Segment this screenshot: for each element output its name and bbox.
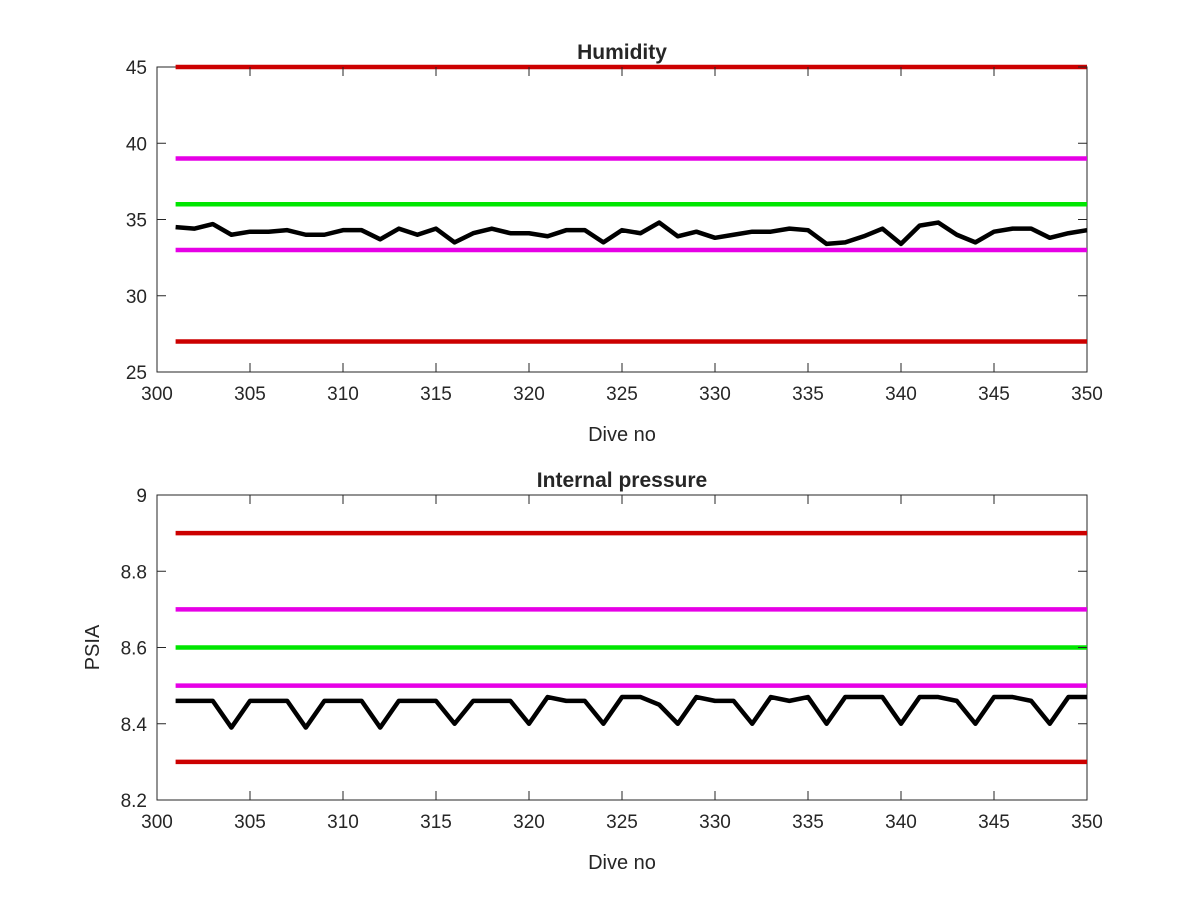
y-tick-label: 35 bbox=[126, 211, 147, 232]
x-tick-label: 330 bbox=[699, 384, 731, 405]
y-tick-label: 25 bbox=[126, 363, 147, 384]
axes-box bbox=[156, 66, 1088, 373]
x-tick-label: 320 bbox=[513, 812, 545, 833]
x-tick-label: 315 bbox=[420, 384, 452, 405]
x-tick-label: 325 bbox=[606, 812, 638, 833]
y-tick-label: 8.4 bbox=[121, 715, 148, 736]
y-tick-label: 8.6 bbox=[121, 639, 147, 660]
x-tick-label: 350 bbox=[1071, 384, 1103, 405]
x-tick-label: 310 bbox=[327, 384, 359, 405]
x-tick-label: 335 bbox=[792, 384, 824, 405]
series-line-6 bbox=[175, 220, 1088, 247]
x-tick-label: 330 bbox=[699, 812, 731, 833]
x-tick-label: 315 bbox=[420, 812, 452, 833]
x-tick-label: 305 bbox=[234, 812, 266, 833]
x-axis-label: Dive no bbox=[588, 424, 656, 446]
x-tick-label: 310 bbox=[327, 812, 359, 833]
series-line-6 bbox=[175, 694, 1087, 730]
x-tick-label: 345 bbox=[978, 384, 1010, 405]
x-tick-label: 340 bbox=[885, 812, 917, 833]
x-tick-label: 300 bbox=[141, 812, 173, 833]
y-tick-label: 9 bbox=[136, 486, 147, 507]
y-tick-label: 8.8 bbox=[121, 562, 147, 583]
chart-title: Internal pressure bbox=[537, 469, 707, 492]
x-tick-label: 345 bbox=[978, 812, 1010, 833]
y-axis-label: PSIA bbox=[82, 624, 104, 670]
x-tick-label: 350 bbox=[1071, 812, 1103, 833]
x-axis-label: Dive no bbox=[588, 852, 656, 874]
y-tick-label: 40 bbox=[126, 134, 147, 155]
x-tick-label: 325 bbox=[606, 384, 638, 405]
x-tick-label: 335 bbox=[792, 812, 824, 833]
y-tick-label: 45 bbox=[126, 58, 147, 79]
x-tick-label: 340 bbox=[885, 384, 917, 405]
y-tick-label: 8.2 bbox=[121, 791, 147, 812]
x-tick-label: 305 bbox=[234, 384, 266, 405]
x-tick-label: 300 bbox=[141, 384, 173, 405]
chart-panel-2: 300 305 310 315 320 325 330 335 340 345 350 8.2 8.4 8… bbox=[82, 469, 1103, 874]
chart-panel-1: 300 305 310 315 320 325 330 335 340 345 350 25 30 35 4… bbox=[126, 41, 1103, 446]
x-tick-label: 320 bbox=[513, 384, 545, 405]
chart-title: Humidity bbox=[577, 41, 667, 64]
y-tick-label: 30 bbox=[126, 287, 147, 308]
